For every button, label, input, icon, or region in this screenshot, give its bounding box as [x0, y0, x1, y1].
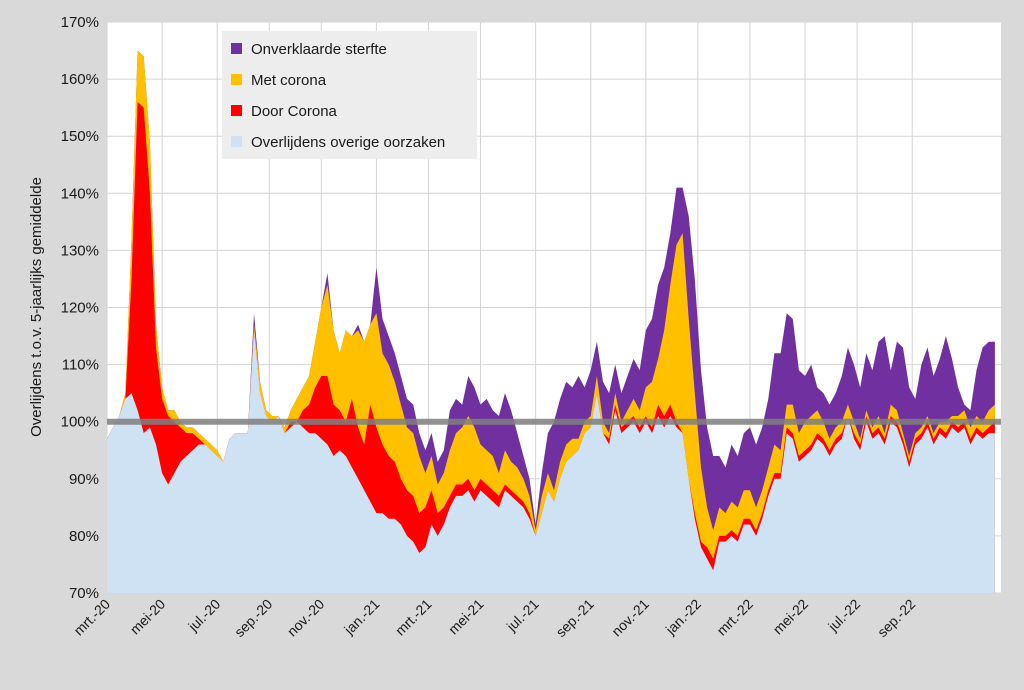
legend-swatch-onverklaarde-sterfte [231, 43, 242, 54]
y-tick-label: 80% [69, 528, 99, 545]
area-series-group [107, 50, 995, 594]
legend-swatch-door-corona [231, 105, 242, 116]
legend-background [222, 31, 477, 159]
legend-label-overige-oorzaken: Overlijdens overige oorzaken [251, 134, 445, 151]
legend-label-met-corona: Met corona [251, 72, 327, 89]
y-tick-label: 130% [61, 242, 99, 259]
y-axis-tick-labels: 70% 80% 90% 100% 110% 120% 130% 140% 150% 160% 170… [61, 14, 99, 602]
area-base [107, 330, 995, 593]
y-tick-label: 70% [69, 585, 99, 602]
legend-label-onverklaarde-sterfte: Onverklaarde sterfte [251, 41, 387, 58]
y-axis-title: Overlijdens t.o.v. 5-jaarlijks gemiddeld… [28, 177, 45, 437]
y-tick-label: 120% [61, 300, 99, 317]
y-tick-label: 140% [61, 185, 99, 202]
legend-label-door-corona: Door Corona [251, 103, 338, 120]
legend-swatch-overige-oorzaken [231, 136, 242, 147]
y-tick-label: 110% [62, 357, 99, 374]
legend: Onverklaarde sterfte Met corona Door Cor… [222, 31, 477, 159]
y-tick-label: 150% [61, 128, 99, 145]
y-tick-label: 170% [61, 14, 99, 31]
legend-swatch-met-corona [231, 74, 242, 85]
y-tick-label: 160% [61, 71, 99, 88]
y-tick-label: 100% [61, 414, 99, 431]
y-tick-label: 90% [69, 471, 99, 488]
